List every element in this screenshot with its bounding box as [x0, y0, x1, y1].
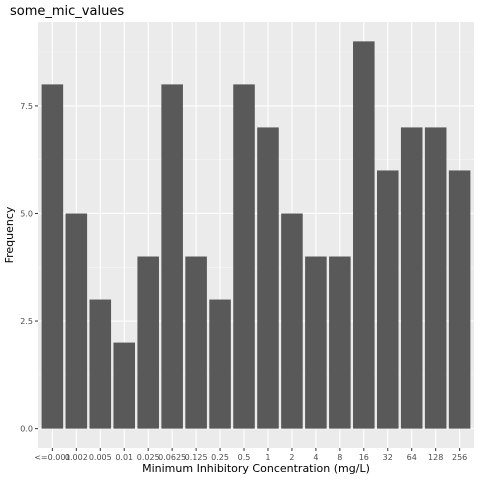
- bars: [41, 41, 471, 429]
- x-tick-label: 128: [428, 453, 443, 462]
- bar: [448, 170, 471, 429]
- x-axis-title: Minimum Inhibitory Concentration (mg/L): [142, 462, 370, 475]
- x-tick-label: 32: [383, 453, 393, 462]
- y-axis-title: Frequency: [3, 206, 16, 263]
- x-tick-label: 0.002: [65, 453, 88, 462]
- bar: [161, 84, 183, 429]
- x-tick-label: <=0.001: [34, 453, 70, 462]
- bar: [400, 127, 423, 429]
- x-tick-label: 16: [359, 453, 369, 462]
- x-tick-label: 8: [337, 453, 342, 462]
- bar: [233, 84, 255, 429]
- x-tick-label: 256: [452, 453, 467, 462]
- x-tick-label: 0.125: [185, 453, 208, 462]
- bar: [113, 342, 136, 429]
- bar: [305, 256, 327, 429]
- bar: [65, 213, 88, 429]
- x-tick-label: 64: [407, 453, 417, 462]
- bar: [137, 256, 159, 429]
- bar: [41, 84, 64, 429]
- x-tick-label: 2: [289, 453, 294, 462]
- x-tick-label: 0.025: [137, 453, 160, 462]
- y-axis-ticks: 0.0 2.5 5.0 7.5: [20, 102, 38, 434]
- y-tick-label: 2.5: [20, 317, 33, 326]
- y-tick-label: 0.0: [20, 425, 33, 434]
- bar: [209, 299, 231, 429]
- x-tick-label: 0.5: [238, 453, 251, 462]
- bar: [424, 127, 447, 429]
- bar: [89, 299, 112, 429]
- bar: [281, 213, 303, 429]
- bar: [353, 41, 375, 429]
- x-tick-label: 0.005: [89, 453, 112, 462]
- bar: [329, 256, 351, 429]
- bar: [376, 170, 399, 429]
- chart-title: some_mic_values: [10, 4, 124, 19]
- y-tick-label: 5.0: [20, 209, 33, 218]
- x-tick-label: 4: [313, 453, 318, 462]
- x-tick-label: 1: [265, 453, 270, 462]
- x-tick-label: 0.25: [211, 453, 229, 462]
- y-tick-label: 7.5: [20, 102, 33, 111]
- bar: [257, 127, 279, 429]
- x-tick-label: 0.01: [115, 453, 133, 462]
- bar: [185, 256, 207, 429]
- x-tick-label: 0.0625: [158, 453, 186, 462]
